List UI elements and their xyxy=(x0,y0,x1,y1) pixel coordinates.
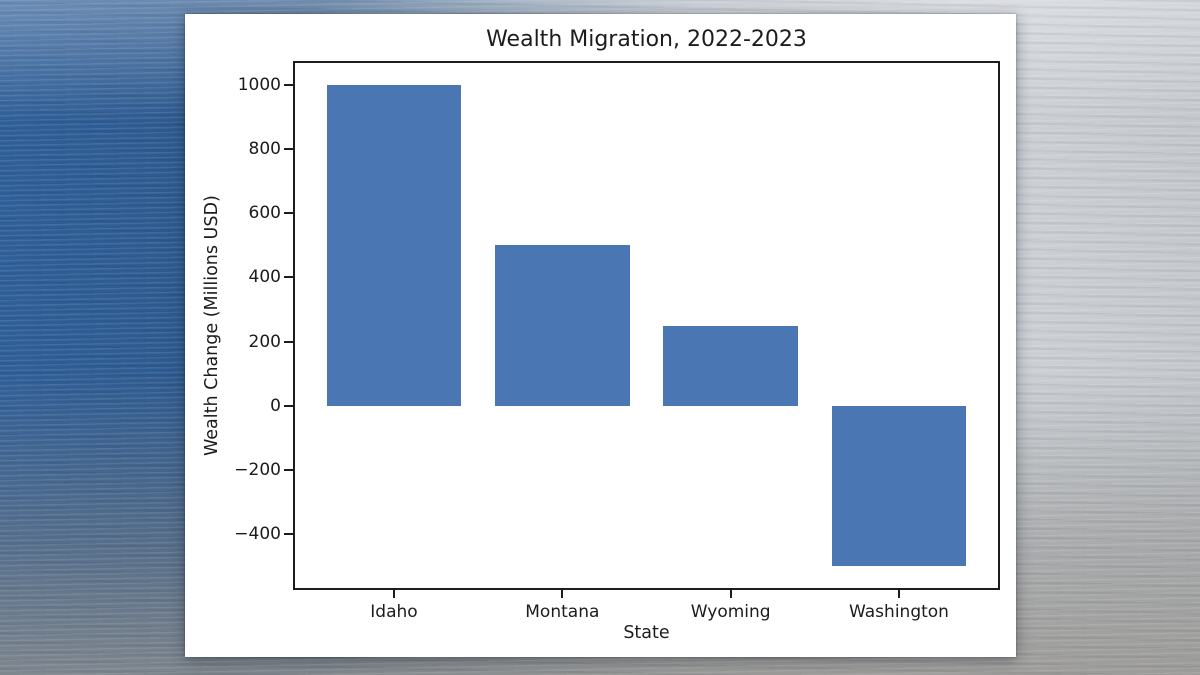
y-tick-mark xyxy=(284,468,293,471)
x-axis-label: State xyxy=(623,623,670,643)
y-tick-mark xyxy=(284,532,293,535)
x-tick-mark xyxy=(561,590,564,598)
y-tick-mark xyxy=(284,340,293,343)
y-tick-label: −200 xyxy=(234,459,281,480)
bar-idaho xyxy=(326,85,462,406)
y-tick-label: −400 xyxy=(234,523,281,544)
y-tick-mark xyxy=(284,404,293,407)
x-tick-label: Wyoming xyxy=(690,602,771,622)
y-tick-mark xyxy=(284,148,293,151)
x-tick-label: Idaho xyxy=(370,602,418,622)
bar-wyoming xyxy=(663,325,798,406)
bar-washington xyxy=(831,405,967,566)
x-tick-label: Washington xyxy=(849,602,949,622)
y-tick-mark xyxy=(284,212,293,215)
x-tick-label: Montana xyxy=(525,602,600,622)
x-tick-mark xyxy=(393,590,395,598)
y-tick-label: 0 xyxy=(270,395,281,416)
y-tick-mark xyxy=(284,84,293,87)
bar-montana xyxy=(495,245,630,406)
y-tick-label: 600 xyxy=(248,203,281,224)
plot-area: Idaho Montana Wyoming Washington −400 −200 0 20… xyxy=(234,61,1000,622)
y-tick-label: 800 xyxy=(248,139,281,160)
x-tick-mark xyxy=(898,590,900,598)
y-tick-label: 400 xyxy=(248,267,281,288)
y-axis-label: Wealth Change (Millions USD) xyxy=(202,195,222,456)
y-tick-label: 200 xyxy=(248,331,281,352)
chart-title: Wealth Migration, 2022-2023 xyxy=(486,27,807,52)
x-tick-mark xyxy=(729,590,732,598)
y-tick-label: 1000 xyxy=(237,75,281,96)
y-tick-mark xyxy=(284,276,293,279)
figure-panel: Wealth Migration, 2022-2023 Wealth Chang… xyxy=(185,14,1016,657)
